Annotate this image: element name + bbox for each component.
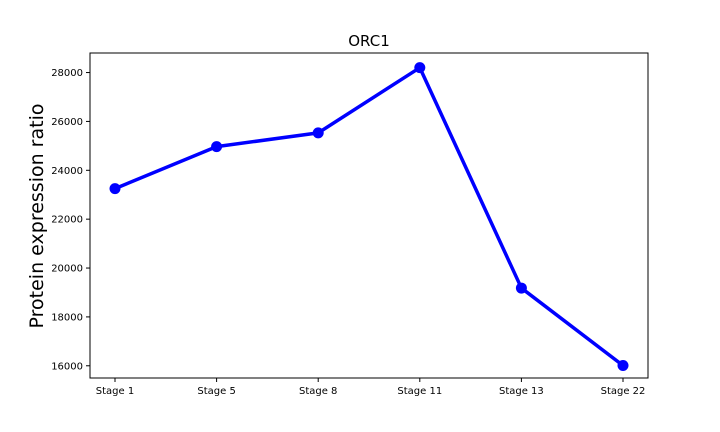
series-lines (114, 65, 625, 367)
y-axis-ticks: 16000 18000 20000 22000 24000 26000 28000 (51, 68, 90, 372)
chart-title: ORC1 (348, 32, 390, 50)
series-line (114, 65, 625, 367)
data-point (312, 127, 324, 139)
x-tick-label: Stage 22 (601, 386, 646, 397)
x-tick-label: Stage 11 (397, 386, 442, 397)
y-tick-label: 16000 (51, 361, 83, 372)
y-tick-label: 22000 (51, 215, 83, 226)
y-tick-label: 26000 (51, 117, 83, 128)
plot-area-frame (89, 52, 649, 379)
y-tick-label: 20000 (51, 264, 83, 275)
y-tick-label: 28000 (51, 68, 83, 79)
series-points (109, 62, 629, 372)
x-axis-ticks: Stage 1 Stage 5 Stage 8 Stage 11 Stage 13 Sta… (96, 378, 646, 397)
y-tick-label: 18000 (51, 312, 83, 323)
x-tick-label: Stage 1 (96, 386, 134, 397)
x-tick-label: Stage 8 (299, 386, 337, 397)
data-point (109, 183, 121, 195)
data-point (515, 282, 527, 294)
y-tick-label: 24000 (51, 166, 83, 177)
x-tick-label: Stage 5 (197, 386, 235, 397)
data-point (414, 62, 426, 74)
data-point (617, 360, 629, 372)
x-tick-label: Stage 13 (499, 386, 544, 397)
y-axis-label: Protein expression ratio (26, 104, 48, 329)
data-point (211, 141, 223, 153)
